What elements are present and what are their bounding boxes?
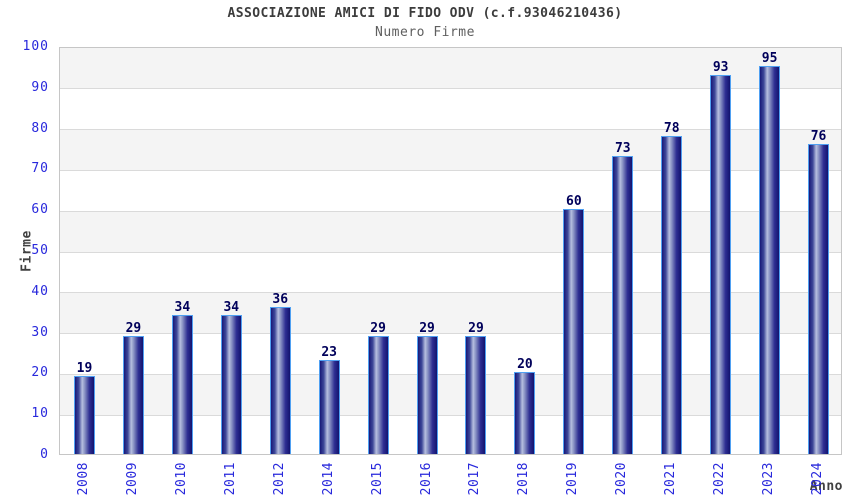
x-tick-label: 2022: [712, 462, 728, 496]
x-tick-label: 2009: [124, 462, 140, 496]
bar-value-label: 73: [614, 141, 631, 157]
y-tick-label: 50: [31, 243, 49, 258]
bar-value-label: 23: [321, 345, 337, 361]
y-tick-label: 80: [31, 120, 49, 136]
gridline: [60, 251, 841, 253]
bar-value-label: 78: [663, 120, 680, 136]
bar: [269, 307, 291, 454]
bar: [759, 66, 781, 454]
plot-area: 19 29 34 34 36 23 29 29 29 20 60 73 78 93 95 76: [59, 47, 842, 455]
x-tick-label: 2011: [222, 462, 238, 496]
chart-title: ASSOCIAZIONE AMICI DI FIDO ODV (c.f.9304…: [227, 6, 623, 21]
chart-subtitle: Numero Firme: [375, 25, 475, 40]
gridline: [60, 292, 841, 294]
bar-value-label: 95: [761, 51, 778, 67]
bar-value-label: 60: [566, 194, 582, 210]
x-tick-label: 2008: [75, 462, 91, 496]
bar-value-label: 29: [370, 320, 386, 336]
bar-value-label: 19: [76, 361, 93, 377]
bar: [220, 315, 242, 454]
x-tick-label: 2019: [565, 462, 581, 496]
gridline: [60, 88, 841, 90]
gridline: [60, 414, 841, 416]
y-tick-label: 0: [40, 447, 49, 462]
x-tick-label: 2023: [761, 462, 777, 496]
gridline: [60, 210, 841, 212]
x-axis-label: Anno: [809, 479, 843, 494]
gridline: [60, 169, 841, 171]
gridline: [60, 373, 841, 375]
x-tick-label: 2017: [467, 462, 483, 496]
bar-value-label: 29: [468, 320, 484, 336]
bar-value-label: 20: [517, 357, 533, 373]
bar-value-label: 34: [223, 300, 240, 316]
bar-value-label: 29: [125, 320, 142, 336]
bar: [514, 372, 536, 454]
x-tick-label: 2012: [271, 462, 287, 496]
x-tick-label: 2015: [369, 462, 385, 496]
y-tick-label: 30: [31, 324, 49, 340]
bar-value-label: 36: [272, 292, 289, 308]
bar-value-label: 34: [174, 300, 191, 316]
x-tick-label: 2024: [810, 462, 826, 496]
x-tick-label: 2010: [173, 462, 189, 496]
bar: [808, 143, 830, 454]
x-tick-label: 2016: [418, 462, 434, 496]
y-tick-label: 10: [31, 406, 49, 422]
bar-value-label: 93: [712, 59, 729, 75]
bar: [416, 335, 438, 454]
x-tick-label: 2020: [614, 462, 630, 496]
bar: [171, 315, 193, 454]
bar-value-label: 29: [419, 320, 435, 336]
y-tick-label: 90: [31, 79, 49, 95]
x-tick-label: 2014: [320, 462, 336, 496]
bar: [122, 335, 144, 454]
y-tick-label: 100: [22, 39, 49, 54]
bar: [710, 74, 732, 454]
gridline: [60, 129, 841, 131]
gridline: [60, 333, 841, 335]
y-tick-label: 70: [31, 161, 49, 177]
x-tick-label: 2021: [663, 462, 679, 496]
bar: [318, 360, 340, 454]
x-tick-label: 2018: [516, 462, 532, 496]
bar: [367, 335, 389, 454]
bar: [465, 335, 487, 454]
bar: [612, 156, 634, 454]
bar-value-label: 76: [810, 128, 827, 144]
bar: [661, 135, 683, 454]
y-tick-label: 20: [31, 365, 49, 381]
bar: [73, 376, 95, 454]
y-tick-label: 40: [31, 283, 49, 299]
bar: [563, 209, 585, 454]
y-tick-label: 60: [31, 202, 49, 218]
